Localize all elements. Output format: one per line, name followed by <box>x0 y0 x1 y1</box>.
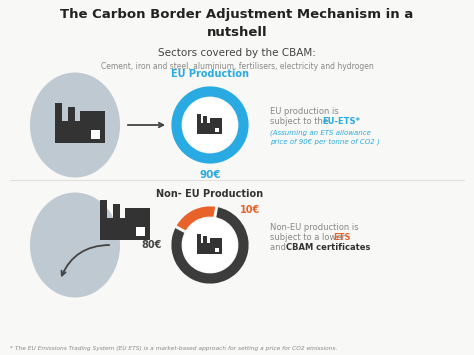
Wedge shape <box>170 85 250 165</box>
Text: * The EU Emissions Trading System (EU ETS) is a market-based approach for settin: * The EU Emissions Trading System (EU ET… <box>10 346 337 351</box>
Text: 10€: 10€ <box>240 205 260 215</box>
Ellipse shape <box>75 132 110 158</box>
Text: Sectors covered by the CBAM:: Sectors covered by the CBAM: <box>158 48 316 58</box>
Bar <box>100 218 150 240</box>
Ellipse shape <box>30 192 120 297</box>
Circle shape <box>183 98 237 152</box>
Bar <box>210 118 213 123</box>
Bar <box>80 111 87 121</box>
Bar <box>55 103 62 121</box>
Bar <box>213 238 222 243</box>
Bar <box>197 243 222 254</box>
Bar <box>215 128 219 132</box>
Ellipse shape <box>75 252 110 278</box>
Bar <box>91 130 100 140</box>
Bar <box>87 111 105 121</box>
Circle shape <box>183 218 237 272</box>
Bar <box>213 118 222 123</box>
Bar <box>197 114 201 123</box>
Text: (Assuming an ETS allowance
price of 90€ per tonne of CO2 ): (Assuming an ETS allowance price of 90€ … <box>270 129 380 145</box>
Bar <box>203 236 207 243</box>
Bar <box>203 116 207 123</box>
Text: EU Production: EU Production <box>171 69 249 79</box>
Text: 90€: 90€ <box>199 170 221 180</box>
Ellipse shape <box>30 72 120 178</box>
Wedge shape <box>175 205 217 232</box>
Text: ETS: ETS <box>333 233 350 242</box>
Text: Cement, iron and steel, aluminium, fertilisers, electricity and hydrogen: Cement, iron and steel, aluminium, ferti… <box>100 62 374 71</box>
Bar <box>132 208 150 218</box>
Text: subject to a lower: subject to a lower <box>270 233 348 242</box>
Bar <box>197 123 222 134</box>
Text: EU-ETS*: EU-ETS* <box>322 117 360 126</box>
Text: and: and <box>270 243 289 252</box>
Text: EU production is: EU production is <box>270 107 339 116</box>
Text: The Carbon Border Adjustment Mechanism in a: The Carbon Border Adjustment Mechanism i… <box>60 8 414 21</box>
Bar <box>197 234 201 243</box>
Wedge shape <box>170 206 250 285</box>
Text: Non-EU production is: Non-EU production is <box>270 223 359 232</box>
Bar <box>55 121 105 143</box>
Bar <box>68 107 75 121</box>
Text: Non- EU Production: Non- EU Production <box>156 189 264 199</box>
Text: 80€: 80€ <box>142 240 162 250</box>
Bar <box>125 208 132 218</box>
Bar <box>215 248 219 252</box>
Bar <box>210 238 213 243</box>
Bar <box>100 201 107 218</box>
Ellipse shape <box>38 210 88 250</box>
Text: subject to the: subject to the <box>270 117 331 126</box>
Text: CBAM certificates: CBAM certificates <box>286 243 370 252</box>
Text: nutshell: nutshell <box>207 26 267 39</box>
Bar <box>113 204 120 218</box>
Bar <box>136 228 145 236</box>
Ellipse shape <box>38 90 88 130</box>
